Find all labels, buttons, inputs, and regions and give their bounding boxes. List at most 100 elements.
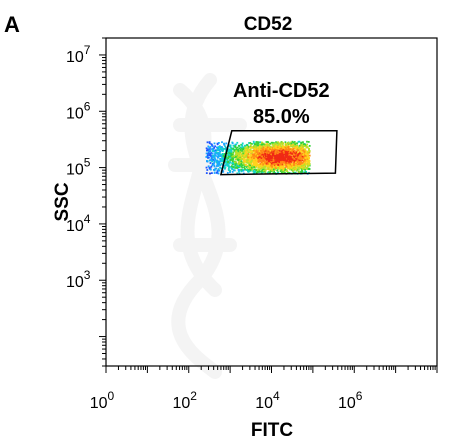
event-dot [281,150,284,153]
event-dot [254,148,257,151]
event-dot [273,148,276,151]
event-dot [227,157,230,160]
event-dot [250,152,253,155]
event-dot [287,166,290,168]
event-dot [300,144,303,146]
event-dot [281,159,284,162]
event-dot [266,168,269,170]
event-dot [218,146,220,148]
event-dot [295,147,297,150]
event-dot [209,154,212,157]
event-dot [274,153,277,155]
event-dot [307,141,310,143]
event-dot [213,160,216,163]
event-dot [261,151,264,154]
event-dot [232,144,235,147]
event-dot [218,169,221,172]
event-dot [297,165,300,167]
event-dot [245,155,248,158]
event-dot [245,154,248,157]
event-dot [247,151,250,154]
event-dot [282,165,285,168]
event-dot [247,156,250,159]
event-dot [224,153,226,155]
event-dot [257,157,260,159]
event-dot [278,157,281,160]
event-dot [218,142,220,144]
event-dot [292,160,294,163]
event-dot [285,168,288,171]
event-dot [269,169,272,172]
event-dot [284,142,287,145]
event-dot [298,146,300,149]
event-dot [306,154,309,156]
event-dot [266,155,269,158]
event-dot [206,141,209,144]
event-dot [296,149,299,152]
event-dot [303,151,306,153]
event-dot [205,172,208,174]
event-dot [229,145,231,148]
event-dot [267,162,270,164]
event-dot [264,161,267,164]
event-dot [249,169,252,171]
event-dot [274,146,277,148]
event-dot [302,155,304,158]
event-dot [293,155,295,158]
event-dot [290,145,292,148]
event-dot [208,141,211,143]
event-dot [257,164,260,166]
event-dot [258,161,260,163]
event-dot [274,150,277,152]
event-dot [287,150,290,153]
event-dot [231,168,234,170]
event-dot [235,150,238,152]
event-dot [296,142,299,145]
event-dot [260,144,262,147]
event-dot [292,145,295,147]
event-dot [288,156,291,159]
event-dot [279,170,282,173]
gate-polygon [219,130,338,176]
event-dot [299,163,302,166]
event-dot [238,147,241,150]
event-dot [289,144,292,146]
event-dot [303,167,306,170]
event-dot [259,146,262,149]
event-dot [229,169,232,172]
event-dot [277,155,280,157]
event-dot [298,160,300,163]
event-dot [253,171,256,174]
event-dot [244,146,246,148]
event-dot [275,167,278,169]
event-dot [268,147,271,150]
event-dot [216,159,218,162]
event-dot [291,140,294,143]
event-dot [267,171,270,173]
event-dot [304,153,307,155]
event-dot [243,156,246,159]
event-dot [247,166,250,168]
event-dot [242,146,245,149]
event-dot [222,160,225,162]
event-dot [246,147,249,150]
event-dot [295,167,298,170]
event-dot [299,165,301,168]
event-dot [253,168,256,171]
event-dot [292,159,295,161]
event-dot [302,153,305,156]
event-dot [279,167,282,170]
event-dot [237,163,240,165]
event-dot [208,166,211,169]
event-dot [286,152,288,155]
event-dot [220,155,222,157]
event-dot [258,150,261,153]
event-dot [288,143,291,146]
event-dot [267,153,270,156]
event-dot [286,157,289,160]
event-dot [216,163,219,165]
event-dot [290,157,292,160]
event-dot [300,149,303,152]
event-dot [292,167,295,169]
event-dot [307,159,310,161]
